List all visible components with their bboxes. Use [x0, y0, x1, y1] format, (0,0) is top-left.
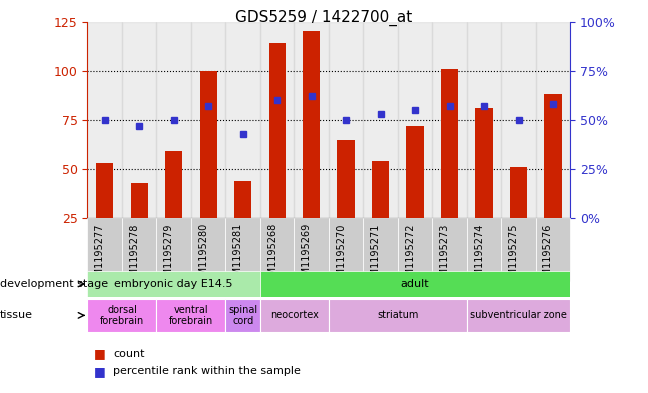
- Bar: [476, 108, 492, 218]
- Bar: [226, 22, 260, 218]
- Text: dorsal
forebrain: dorsal forebrain: [100, 305, 144, 326]
- Text: ■: ■: [94, 347, 106, 360]
- Bar: [467, 299, 570, 332]
- Bar: [432, 218, 467, 281]
- Bar: [303, 31, 320, 218]
- Text: GSM1195276: GSM1195276: [543, 223, 553, 288]
- Bar: [338, 140, 354, 218]
- Bar: [536, 22, 570, 218]
- Text: GSM1195270: GSM1195270: [336, 223, 346, 288]
- Bar: [329, 218, 364, 281]
- Text: neocortex: neocortex: [270, 310, 319, 320]
- Bar: [398, 218, 432, 281]
- Bar: [329, 22, 364, 218]
- Text: GSM1195279: GSM1195279: [164, 223, 174, 288]
- Text: GDS5259 / 1422700_at: GDS5259 / 1422700_at: [235, 10, 413, 26]
- Bar: [502, 22, 536, 218]
- Bar: [191, 22, 226, 218]
- Text: GSM1195268: GSM1195268: [267, 223, 277, 288]
- Bar: [260, 218, 294, 281]
- Text: striatum: striatum: [377, 310, 419, 320]
- Bar: [87, 299, 156, 332]
- Bar: [260, 299, 329, 332]
- Text: GSM1195274: GSM1195274: [474, 223, 484, 288]
- Text: tissue: tissue: [0, 310, 33, 320]
- Text: ■: ■: [94, 365, 106, 378]
- Bar: [432, 22, 467, 218]
- Text: embryonic day E14.5: embryonic day E14.5: [115, 279, 233, 289]
- Bar: [260, 271, 570, 297]
- Bar: [364, 218, 398, 281]
- Bar: [87, 218, 122, 281]
- Bar: [156, 299, 226, 332]
- Bar: [191, 218, 226, 281]
- Text: GSM1195273: GSM1195273: [439, 223, 450, 288]
- Text: percentile rank within the sample: percentile rank within the sample: [113, 366, 301, 376]
- Bar: [510, 167, 527, 218]
- Bar: [156, 22, 191, 218]
- Bar: [87, 271, 260, 297]
- Text: subventricular zone: subventricular zone: [470, 310, 567, 320]
- Bar: [467, 218, 502, 281]
- Bar: [268, 43, 286, 218]
- Bar: [294, 218, 329, 281]
- Text: development stage: development stage: [0, 279, 108, 289]
- Bar: [122, 22, 156, 218]
- Bar: [156, 218, 191, 281]
- Text: GSM1195278: GSM1195278: [129, 223, 139, 288]
- Text: GSM1195277: GSM1195277: [95, 223, 105, 288]
- Text: adult: adult: [400, 279, 430, 289]
- Text: GSM1195280: GSM1195280: [198, 223, 208, 288]
- Bar: [226, 218, 260, 281]
- Bar: [372, 161, 389, 218]
- Bar: [122, 218, 156, 281]
- Bar: [544, 94, 562, 218]
- Bar: [165, 151, 182, 218]
- Bar: [87, 22, 122, 218]
- Text: GSM1195269: GSM1195269: [301, 223, 312, 288]
- Bar: [96, 163, 113, 218]
- Bar: [502, 218, 536, 281]
- Text: spinal
cord: spinal cord: [228, 305, 257, 326]
- Bar: [441, 69, 458, 218]
- Bar: [226, 299, 260, 332]
- Bar: [131, 183, 148, 218]
- Bar: [260, 22, 294, 218]
- Text: ventral
forebrain: ventral forebrain: [168, 305, 213, 326]
- Bar: [536, 218, 570, 281]
- Text: GSM1195271: GSM1195271: [371, 223, 380, 288]
- Bar: [398, 22, 432, 218]
- Bar: [329, 299, 467, 332]
- Bar: [200, 71, 217, 218]
- Bar: [406, 126, 424, 218]
- Bar: [294, 22, 329, 218]
- Text: GSM1195272: GSM1195272: [405, 223, 415, 288]
- Text: count: count: [113, 349, 145, 359]
- Bar: [364, 22, 398, 218]
- Text: GSM1195275: GSM1195275: [509, 223, 518, 288]
- Bar: [234, 181, 251, 218]
- Bar: [467, 22, 502, 218]
- Text: GSM1195281: GSM1195281: [233, 223, 242, 288]
